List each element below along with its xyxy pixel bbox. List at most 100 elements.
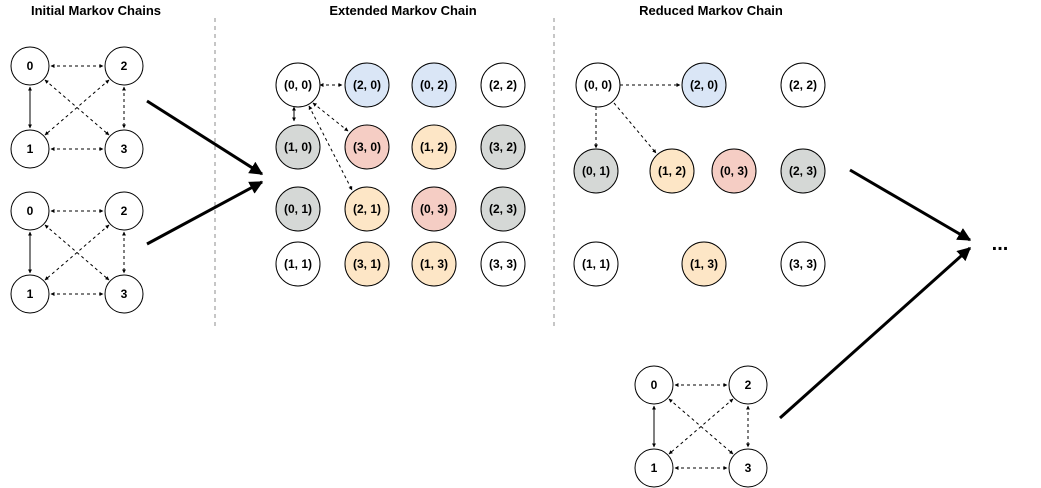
reduced-node-3: (0, 1) — [573, 148, 619, 194]
extended-node-6: (1, 2) — [411, 124, 457, 170]
reduced-node-0: (0, 0) — [575, 62, 621, 108]
title-extended: Extended Markov Chain — [329, 3, 476, 18]
extended-node-4: (1, 0) — [275, 124, 321, 170]
extended-node-0-circle — [275, 62, 321, 108]
extended-node-9: (2, 1) — [344, 186, 390, 232]
chain-lower-right-node-0: 0 — [634, 365, 674, 405]
reduced-node-6: (2, 3) — [780, 148, 826, 194]
chain-lower-right-node-3-label: 3 — [745, 461, 752, 475]
chain-top-node-2-circle — [104, 46, 144, 86]
chain-top-node-1-circle — [10, 129, 50, 169]
extended-node-2-circle — [411, 62, 457, 108]
additional-chain: 0 1 2 3 — [634, 365, 768, 488]
chain-lower-right-node-3-circle — [728, 448, 768, 488]
reduced-node-6-circle — [780, 148, 826, 194]
reduced-node-4-circle — [649, 148, 695, 194]
extended-node-2-label: (0, 2) — [420, 78, 448, 92]
chain-bottom-node-1: 1 — [10, 274, 50, 314]
chain-bottom-node-3: 3 — [104, 274, 144, 314]
chain-lower-right-node-2: 2 — [728, 365, 768, 405]
chain-bottom-node-2-label: 2 — [121, 204, 128, 218]
extended-node-2: (0, 2) — [411, 62, 457, 108]
chain-lower-right-edges — [652, 383, 750, 470]
reduced-node-9: (3, 3) — [780, 241, 826, 287]
chain-top-node-0-label: 0 — [27, 59, 34, 73]
extended-node-0: (0, 0) — [275, 62, 321, 108]
extended-node-13-label: (3, 1) — [353, 257, 381, 271]
chain-top-node-2-label: 2 — [121, 59, 128, 73]
reduced-node-9-label: (3, 3) — [789, 257, 817, 271]
extended-node-8: (0, 1) — [275, 186, 321, 232]
chain-bottom-node-3-circle — [104, 274, 144, 314]
chain-top-node-0-circle — [10, 46, 50, 86]
extended-node-14-circle — [411, 241, 457, 287]
reduced-chain: (0, 0) (2, 0) (2, 2) (0, 1) (1, 2) (0, 3) (2, … — [573, 62, 826, 287]
extended-node-4-circle — [275, 124, 321, 170]
chain-top-edges — [28, 64, 126, 151]
chain-bottom-node-0: 0 — [10, 191, 50, 231]
extended-node-1: (2, 0) — [344, 62, 390, 108]
extended-node-15: (3, 3) — [480, 241, 526, 287]
extended-node-13: (3, 1) — [344, 241, 390, 287]
chain-lower-right-node-1-circle — [634, 448, 674, 488]
title-initial: Initial Markov Chains — [31, 3, 161, 18]
chain-lower-right-node-2-label: 2 — [745, 378, 752, 392]
chain-bottom-node-2: 2 — [104, 191, 144, 231]
extended-node-12-circle — [275, 241, 321, 287]
reduced-node-1: (2, 0) — [681, 62, 727, 108]
edge-2-1 — [668, 398, 734, 455]
initial-chain-top: 0 1 2 3 — [10, 46, 144, 169]
merge-arrow-bottom — [146, 180, 264, 246]
chain-lower-right-node-0-label: 0 — [651, 378, 658, 392]
chain-lower-right-node-1-label: 1 — [651, 461, 658, 475]
reduced-edges — [594, 83, 681, 154]
chain-top-node-1: 1 — [10, 129, 50, 169]
merge-arrow-top — [146, 99, 264, 176]
extended-node-13-circle — [344, 241, 390, 287]
reduced-node-2-label: (2, 2) — [789, 78, 817, 92]
chain-top-node-3-label: 3 — [121, 142, 128, 156]
extended-node-9-label: (2, 1) — [353, 202, 381, 216]
extended-node-3-label: (2, 2) — [489, 78, 517, 92]
reduced-node-7-label: (1, 1) — [582, 257, 610, 271]
extended-node-12: (1, 1) — [275, 241, 321, 287]
extended-node-3-circle — [480, 62, 526, 108]
extended-node-7-label: (3, 2) — [489, 140, 517, 154]
extended-node-5-label: (3, 0) — [353, 140, 381, 154]
reduced-node-2-circle — [780, 62, 826, 108]
reduced-node-5-label: (0, 3) — [720, 164, 748, 178]
title-reduced: Reduced Markov Chain — [639, 3, 783, 18]
reduced-node-3-label: (0, 1) — [582, 164, 610, 178]
reduced-node-9-circle — [780, 241, 826, 287]
extended-node-5: (3, 0) — [344, 124, 390, 170]
initial-chain-bottom: 0 1 2 3 — [10, 191, 144, 314]
extended-node-10-circle — [411, 186, 457, 232]
extended-chain: (0, 0) (2, 0) (0, 2) (2, 2) (1, 0) (3, 0) (1, … — [275, 62, 526, 287]
chain-lower-right-node-1: 1 — [634, 448, 674, 488]
reduced-node-1-label: (2, 0) — [690, 78, 718, 92]
chain-top-node-1-label: 1 — [27, 142, 34, 156]
chain-lower-right-node-3: 3 — [728, 448, 768, 488]
extended-node-10: (0, 3) — [411, 186, 457, 232]
chain-lower-right-node-0-circle — [634, 365, 674, 405]
chain-lower-right-node-2-circle — [728, 365, 768, 405]
extended-node-1-label: (2, 0) — [353, 78, 381, 92]
continuation-ellipsis: ... — [992, 233, 1009, 255]
reduced-node-4: (1, 2) — [649, 148, 695, 194]
reduced-node-4-label: (1, 2) — [658, 164, 686, 178]
extended-node-0-label: (0, 0) — [284, 78, 312, 92]
reduced-node-8-circle — [681, 241, 727, 287]
extended-node-5-circle — [344, 124, 390, 170]
extended-node-14-label: (1, 3) — [420, 257, 448, 271]
extended-node-10-label: (0, 3) — [420, 202, 448, 216]
reduced-node-1-circle — [681, 62, 727, 108]
chain-top-node-3-circle — [104, 129, 144, 169]
chain-top-node-3: 3 — [104, 129, 144, 169]
reduced-node-6-label: (2, 3) — [789, 164, 817, 178]
chain-bottom-node-3-label: 3 — [121, 287, 128, 301]
chain-bottom-node-1-label: 1 — [27, 287, 34, 301]
reduced-node-0-circle — [575, 62, 621, 108]
edge-r-00-12 — [613, 102, 657, 154]
edge-00-21 — [308, 105, 353, 191]
